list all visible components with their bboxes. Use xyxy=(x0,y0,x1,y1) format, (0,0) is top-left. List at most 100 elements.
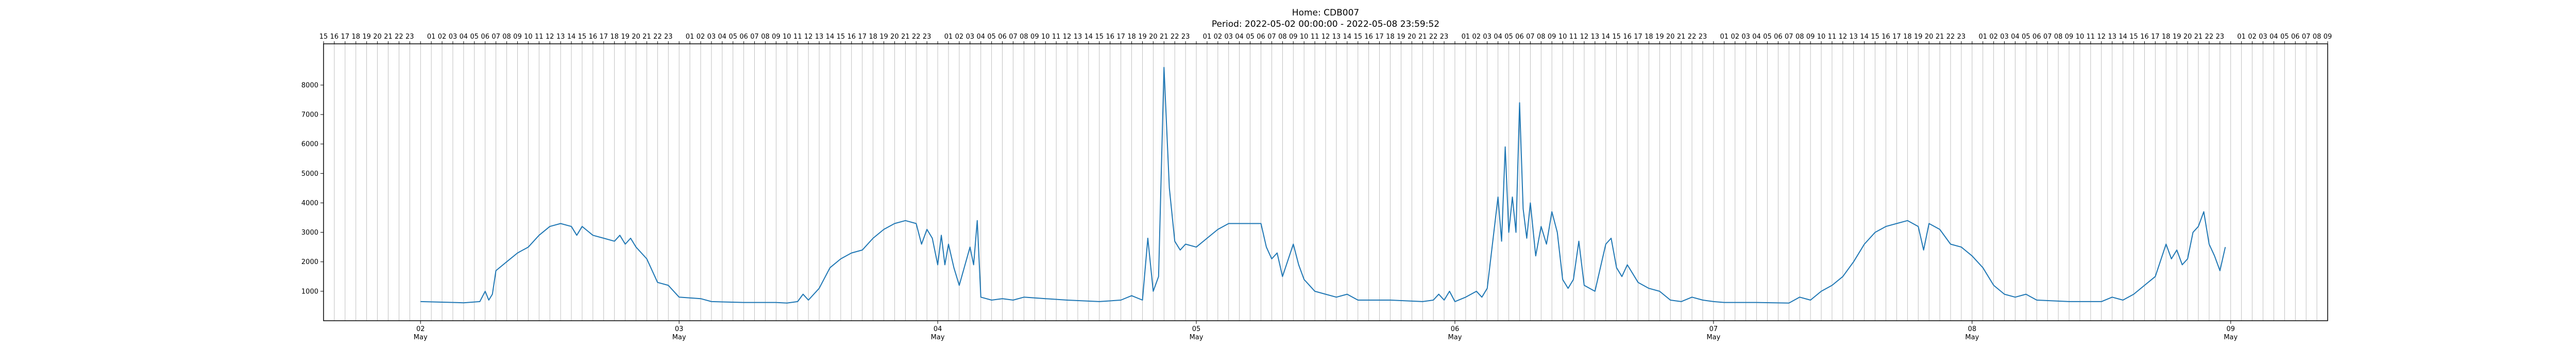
top-hour-label: 08 xyxy=(761,33,770,41)
top-hour-label: 09 xyxy=(2324,33,2332,41)
top-hour-label: 11 xyxy=(793,33,802,41)
top-hour-label: 16 xyxy=(2140,33,2149,41)
top-hour-label: 10 xyxy=(1041,33,1050,41)
top-hour-label: 05 xyxy=(1246,33,1255,41)
top-hour-label: 03 xyxy=(1741,33,1750,41)
y-tick-label: 7000 xyxy=(301,111,318,119)
top-hour-label: 05 xyxy=(987,33,996,41)
top-hour-label: 23 xyxy=(1181,33,1190,41)
top-hour-label: 14 xyxy=(1343,33,1352,41)
x-tick-day-label: 02 xyxy=(416,325,425,333)
top-hour-label: 12 xyxy=(1063,33,1072,41)
top-hour-label: 12 xyxy=(546,33,554,41)
top-hour-label: 22 xyxy=(1171,33,1179,41)
chart-title: Home: CDB007 xyxy=(1292,8,1359,18)
top-hour-label: 11 xyxy=(2087,33,2095,41)
top-hour-label: 02 xyxy=(955,33,964,41)
top-hour-label: 04 xyxy=(460,33,468,41)
top-hour-label: 22 xyxy=(653,33,662,41)
top-hour-label: 17 xyxy=(1634,33,1642,41)
top-hour-label: 17 xyxy=(1892,33,1901,41)
y-tick-label: 2000 xyxy=(301,258,318,266)
top-hour-label: 18 xyxy=(351,33,360,41)
top-hour-label: 20 xyxy=(373,33,382,41)
y-tick-label: 1000 xyxy=(301,288,318,295)
top-hour-label: 15 xyxy=(1353,33,1362,41)
top-hour-label: 09 xyxy=(772,33,781,41)
top-hour-label: 17 xyxy=(858,33,867,41)
top-hour-label: 18 xyxy=(1903,33,1912,41)
top-hour-label: 23 xyxy=(923,33,931,41)
y-tick-label: 5000 xyxy=(301,170,318,178)
top-hour-label: 19 xyxy=(621,33,630,41)
top-hour-label: 08 xyxy=(1020,33,1028,41)
top-hour-label: 19 xyxy=(1138,33,1147,41)
top-hour-label: 13 xyxy=(1332,33,1341,41)
top-hour-label: 15 xyxy=(837,33,845,41)
x-tick-day-label: 04 xyxy=(934,325,942,333)
top-hour-label: 01 xyxy=(2237,33,2246,41)
top-hour-label: 04 xyxy=(1235,33,1244,41)
top-hour-label: 09 xyxy=(1548,33,1556,41)
top-hour-label: 01 xyxy=(427,33,436,41)
top-hour-label: 14 xyxy=(1601,33,1610,41)
top-hour-label: 13 xyxy=(815,33,824,41)
top-hour-label: 08 xyxy=(502,33,511,41)
top-hour-label: 17 xyxy=(1116,33,1125,41)
top-hour-label: 03 xyxy=(966,33,975,41)
top-hour-label: 01 xyxy=(1720,33,1729,41)
top-hour-label: 16 xyxy=(330,33,339,41)
top-hour-label: 10 xyxy=(1300,33,1309,41)
x-tick-day-label: 07 xyxy=(1709,325,1718,333)
top-hour-label: 17 xyxy=(1375,33,1384,41)
top-hour-label: 02 xyxy=(1472,33,1481,41)
y-axis: 1000 2000 3000 4000 5000 6000 7000 8000 xyxy=(301,81,324,295)
top-hour-label: 18 xyxy=(869,33,877,41)
top-hour-label: 14 xyxy=(567,33,576,41)
top-hour-label: 07 xyxy=(1526,33,1535,41)
top-hour-label: 02 xyxy=(438,33,447,41)
top-hour-label: 22 xyxy=(2205,33,2214,41)
top-hour-label: 13 xyxy=(1074,33,1082,41)
top-hour-label: 09 xyxy=(1289,33,1298,41)
top-hour-label: 12 xyxy=(1321,33,1330,41)
x-tick-month-label: May xyxy=(1965,334,1979,341)
top-hour-label: 02 xyxy=(1214,33,1223,41)
top-hour-axis: 15 16 17 18 19 20 21 22 23 01 02 03 04 05 06 07 08 09 10 11… xyxy=(319,33,2332,44)
top-hour-label: 06 xyxy=(481,33,489,41)
top-hour-label: 18 xyxy=(1645,33,1653,41)
top-hour-label: 05 xyxy=(1763,33,1772,41)
top-hour-label: 16 xyxy=(1623,33,1632,41)
top-hour-label: 20 xyxy=(1149,33,1158,41)
top-hour-label: 04 xyxy=(2011,33,2020,41)
top-hour-label: 06 xyxy=(2291,33,2300,41)
top-hour-label: 19 xyxy=(879,33,888,41)
top-hour-label: 07 xyxy=(1009,33,1018,41)
top-hour-label: 18 xyxy=(610,33,619,41)
top-hour-label: 01 xyxy=(686,33,694,41)
top-hour-label: 08 xyxy=(1537,33,1546,41)
top-hour-label: 05 xyxy=(2280,33,2289,41)
series-layer xyxy=(420,67,2226,304)
top-hour-label: 06 xyxy=(2032,33,2041,41)
top-hour-label: 19 xyxy=(1397,33,1405,41)
top-hour-label: 19 xyxy=(1914,33,1923,41)
top-hour-label: 21 xyxy=(1160,33,1168,41)
top-hour-label: 06 xyxy=(739,33,748,41)
top-hour-label: 13 xyxy=(2108,33,2116,41)
top-hour-label: 20 xyxy=(1925,33,1934,41)
top-hour-label: 22 xyxy=(1429,33,1438,41)
top-hour-label: 11 xyxy=(1311,33,1319,41)
top-hour-label: 13 xyxy=(1591,33,1600,41)
top-hour-label: 21 xyxy=(2194,33,2203,41)
x-tick-month-label: May xyxy=(1448,334,1462,341)
top-hour-label: 09 xyxy=(1806,33,1815,41)
top-hour-label: 11 xyxy=(1569,33,1578,41)
top-hour-label: 01 xyxy=(1978,33,1987,41)
plot-frame xyxy=(323,43,2328,321)
top-hour-label: 17 xyxy=(599,33,608,41)
top-hour-label: 05 xyxy=(728,33,737,41)
top-hour-label: 16 xyxy=(1106,33,1114,41)
